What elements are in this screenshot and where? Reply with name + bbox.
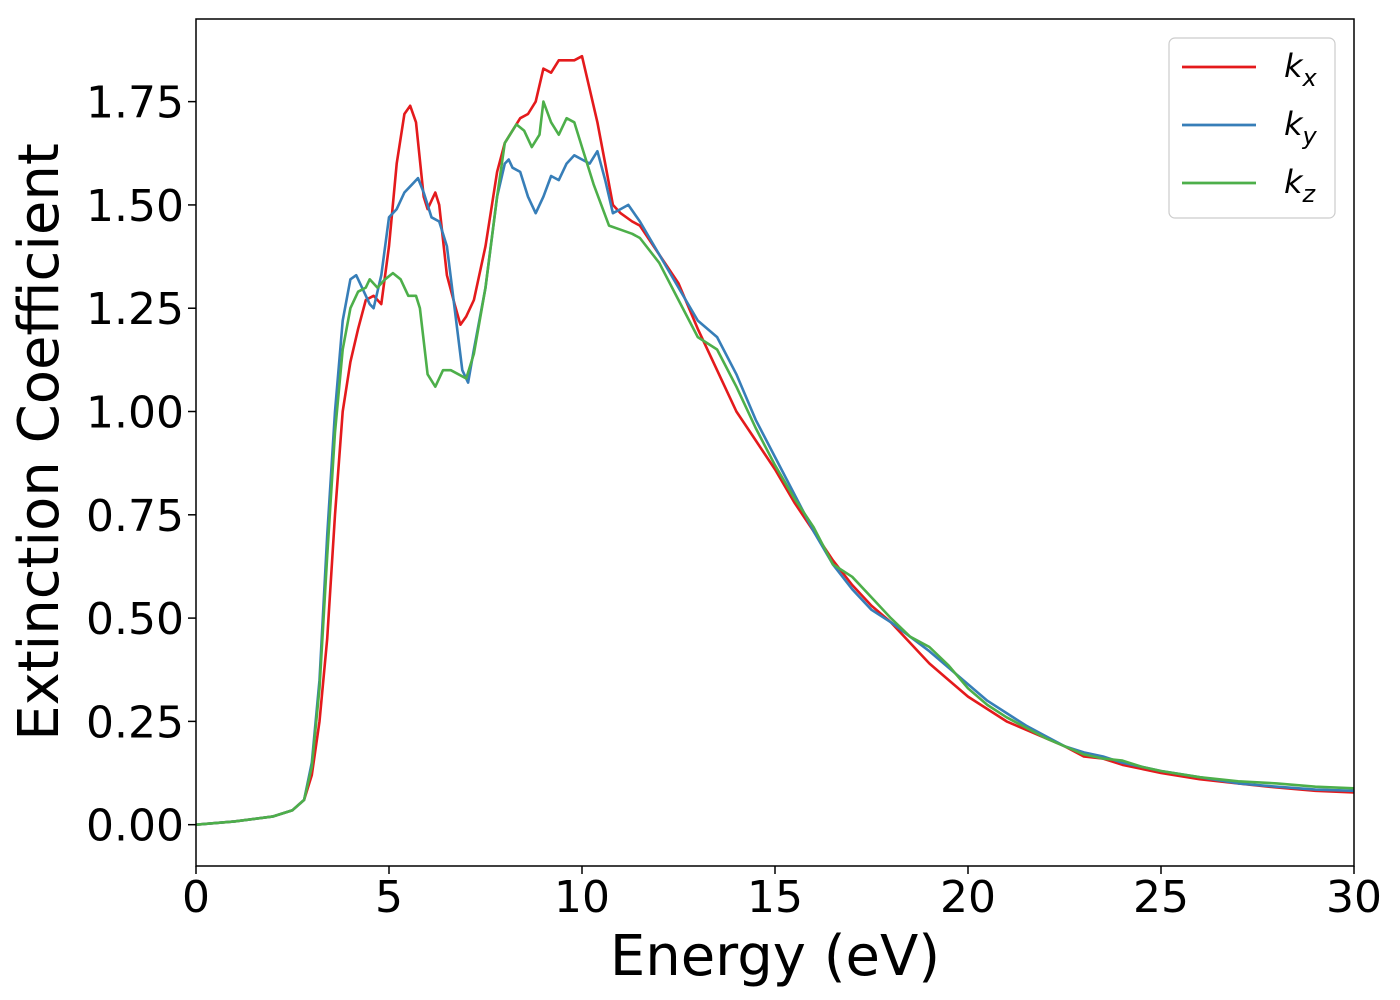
y-tick-label: 0.00 — [86, 801, 184, 852]
x-tick-label: 20 — [940, 872, 996, 923]
x-tick-label: 15 — [747, 872, 803, 923]
series-layer — [196, 54, 1354, 826]
y-tick-label: 1.25 — [86, 284, 184, 335]
x-tick-label: 5 — [375, 872, 403, 923]
legend-label-ky: ky — [1284, 105, 1318, 150]
x-tick-label: 10 — [554, 872, 610, 923]
legend: kx ky kz — [1168, 37, 1336, 219]
legend-box — [1168, 37, 1336, 219]
y-tick-label: 0.50 — [86, 594, 184, 645]
x-axis: 0 5 10 15 20 25 30 — [182, 866, 1382, 923]
legend-label-kz: kz — [1284, 163, 1317, 208]
x-tick-label: 25 — [1133, 872, 1189, 923]
y-tick-label: 1.75 — [86, 78, 184, 129]
series-line-ky — [196, 149, 1354, 826]
x-tick-label: 0 — [182, 872, 210, 923]
y-axis: 0.00 0.25 0.50 0.75 1.00 1.25 1.50 1.75 — [86, 78, 196, 852]
y-tick-label: 1.50 — [86, 181, 184, 232]
y-tick-label: 1.00 — [86, 388, 184, 439]
y-tick-label: 0.75 — [86, 491, 184, 542]
legend-label-kx: kx — [1284, 47, 1318, 92]
x-tick-label: 30 — [1326, 872, 1382, 923]
y-tick-label: 0.25 — [86, 697, 184, 748]
series-line-kz — [196, 100, 1354, 826]
x-axis-label: Energy (eV) — [610, 924, 940, 989]
y-axis-label: Extinction Coefficient — [7, 143, 72, 741]
